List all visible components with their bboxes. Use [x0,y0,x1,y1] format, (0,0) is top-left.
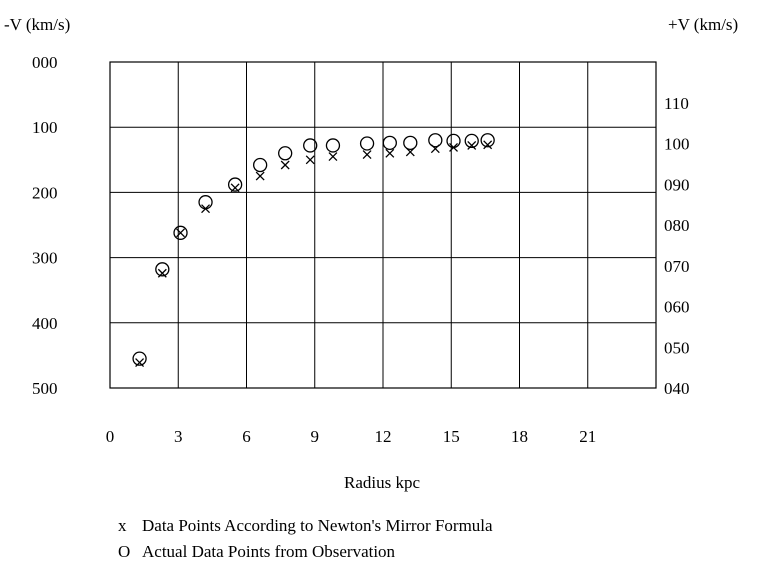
observed-data-point [446,133,461,149]
newton-data-point [280,160,290,170]
chart-canvas: -V (km/s) +V (km/s) 000 100 200 300 400 500 1… [4,15,738,492]
observed-data-point [403,135,418,150]
left-tick-label: 000 [32,53,58,72]
x-stroke [328,152,338,161]
observed-data-point [303,138,318,153]
legend-text-newton: Data Points According to Newton's Mirror… [142,516,493,535]
right-tick-label: 110 [664,94,689,113]
left-tick-label: 100 [32,118,58,137]
right-tick-label: 060 [664,298,690,317]
legend-text-observation: Actual Data Points from Observation [142,542,396,561]
right-tick-label: 040 [664,379,690,398]
observed-data-point [155,262,170,277]
observed-data-point [480,133,495,148]
x-stroke [362,150,372,160]
plot-grid [109,61,657,389]
observed-data-point [278,146,293,161]
x-marker-icon: x [118,516,127,535]
observed-data-point [173,225,188,240]
newton-data-point [255,171,265,181]
left-tick-label: 500 [32,379,58,398]
x-tick-label: 9 [311,427,320,446]
observed-data-point [464,133,479,149]
data-points [132,133,495,368]
observed-data-point [198,195,213,210]
right-tick-labels: 110 100 090 080 070 060 050 040 [664,94,690,398]
left-tick-labels: 000 100 200 300 400 500 [32,53,58,398]
x-tick-label: 15 [443,427,460,446]
left-tick-label: 300 [32,249,58,268]
right-tick-label: 070 [664,257,690,276]
observed-data-point [359,136,375,151]
newton-data-point [176,228,185,238]
left-tick-label: 200 [32,183,58,202]
left-tick-label: 400 [32,314,58,333]
x-tick-label: 0 [106,427,115,446]
x-axis-label: Radius kpc [344,473,420,492]
legend-item-newton: x Data Points According to Newton's Mirro… [118,516,493,536]
x-stroke [467,140,477,150]
left-axis-label: -V (km/s) [4,15,70,34]
x-tick-label: 18 [511,427,528,446]
newton-data-point [385,148,395,158]
x-tick-labels: 0 3 6 9 12 15 18 21 [106,427,597,446]
observed-data-point [428,133,443,148]
newton-data-point [305,155,315,165]
x-stroke [280,160,290,170]
right-tick-label: 090 [664,175,690,194]
right-axis-label: +V (km/s) [668,15,738,34]
x-stroke [255,171,265,181]
newton-data-point [362,150,372,160]
x-stroke [483,140,493,150]
observed-data-point [227,177,243,192]
right-tick-label: 080 [664,216,690,235]
x-tick-label: 3 [174,427,183,446]
observed-data-point [382,135,397,150]
observed-data-point [132,351,147,366]
newton-data-point [328,152,338,161]
newton-data-point [467,140,477,150]
x-tick-label: 12 [375,427,392,446]
x-stroke [385,148,395,158]
circle-marker-icon: O [118,542,131,561]
observed-data-point [325,138,341,153]
x-tick-label: 6 [242,427,251,446]
observed-data-point [252,157,268,173]
x-stroke [305,155,315,165]
right-tick-label: 100 [664,135,690,154]
legend-item-observation: O Actual Data Points from Observation [118,542,395,562]
x-stroke [176,228,185,238]
newton-data-point [483,140,493,150]
x-tick-label: 21 [579,427,596,446]
right-tick-label: 050 [664,338,690,357]
